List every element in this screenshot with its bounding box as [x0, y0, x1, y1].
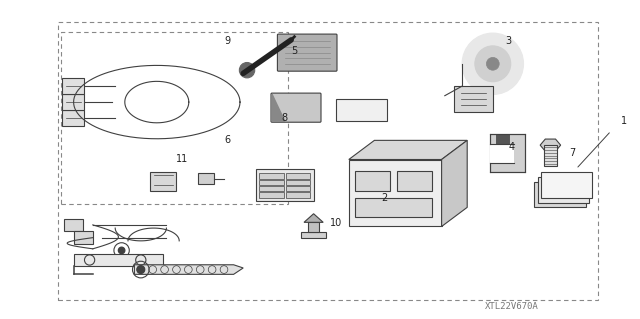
Polygon shape	[349, 140, 467, 160]
Polygon shape	[540, 139, 561, 151]
Bar	[259, 192, 284, 198]
Circle shape	[462, 33, 524, 94]
Text: 10: 10	[330, 218, 342, 228]
FancyBboxPatch shape	[198, 173, 214, 184]
Bar	[397, 171, 432, 191]
Bar	[355, 198, 432, 217]
Text: 7: 7	[570, 148, 576, 158]
Circle shape	[239, 63, 255, 78]
Bar	[541, 172, 592, 198]
Bar	[538, 177, 589, 203]
Text: 1: 1	[621, 116, 627, 126]
FancyBboxPatch shape	[62, 94, 84, 110]
FancyBboxPatch shape	[336, 99, 387, 121]
FancyBboxPatch shape	[62, 78, 84, 94]
Circle shape	[118, 247, 125, 254]
Polygon shape	[304, 214, 323, 222]
Text: 2: 2	[381, 193, 387, 203]
Text: 11: 11	[176, 154, 189, 165]
Bar	[259, 186, 284, 191]
Bar	[496, 134, 509, 144]
Bar	[490, 144, 514, 163]
Polygon shape	[272, 94, 285, 121]
Text: XTL22V670A: XTL22V670A	[485, 302, 539, 311]
Circle shape	[475, 46, 511, 82]
Text: 3: 3	[506, 36, 512, 47]
Bar	[544, 145, 557, 166]
Bar	[61, 32, 288, 204]
FancyBboxPatch shape	[277, 34, 337, 71]
Circle shape	[486, 57, 499, 70]
FancyBboxPatch shape	[74, 231, 93, 244]
FancyBboxPatch shape	[74, 254, 163, 266]
FancyBboxPatch shape	[454, 86, 493, 112]
Circle shape	[137, 266, 145, 273]
Text: 6: 6	[224, 135, 230, 145]
Bar	[349, 160, 442, 226]
Text: 4: 4	[509, 142, 515, 152]
FancyBboxPatch shape	[64, 219, 83, 231]
Bar	[490, 134, 525, 172]
Bar	[259, 180, 284, 185]
FancyBboxPatch shape	[256, 169, 314, 201]
FancyBboxPatch shape	[150, 172, 176, 191]
Bar	[259, 173, 284, 179]
Bar	[286, 180, 310, 185]
Bar	[286, 192, 310, 198]
Text: 8: 8	[282, 113, 288, 123]
Bar	[286, 186, 310, 191]
Bar	[308, 222, 319, 232]
Bar	[286, 173, 310, 179]
Bar	[58, 22, 598, 300]
FancyBboxPatch shape	[271, 93, 321, 122]
Bar	[355, 171, 390, 191]
Bar	[534, 182, 586, 207]
FancyBboxPatch shape	[62, 110, 84, 126]
Polygon shape	[134, 265, 243, 274]
Polygon shape	[442, 140, 467, 226]
Bar	[301, 232, 326, 238]
Text: 5: 5	[291, 46, 298, 56]
Text: 9: 9	[224, 36, 230, 47]
